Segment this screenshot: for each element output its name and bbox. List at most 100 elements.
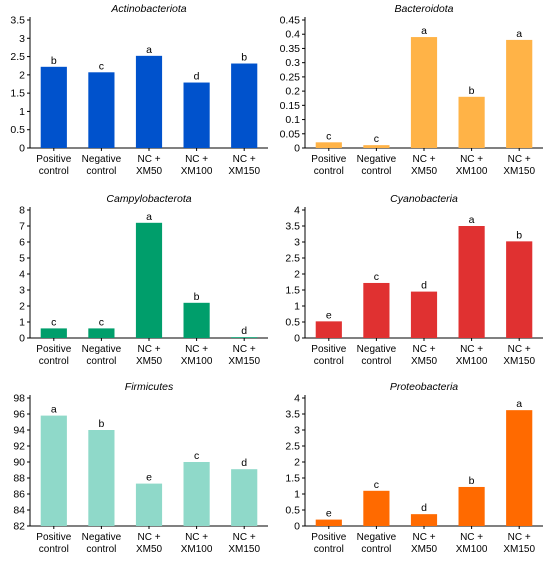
- y-tick-label: 4: [19, 269, 25, 281]
- bar-nc-xm100: [183, 462, 210, 526]
- y-tick-label: 92: [13, 441, 25, 453]
- x-tick-label: Negative: [357, 344, 397, 355]
- bar-nc-xm150: [506, 241, 533, 338]
- y-tick-label: 5: [19, 253, 25, 265]
- x-tick-label: XM150: [228, 166, 260, 177]
- x-tick-label: NC +: [233, 532, 256, 543]
- x-tick-label: XM50: [136, 544, 163, 555]
- significance-letter: c: [194, 450, 199, 462]
- significance-letter: e: [146, 472, 152, 484]
- significance-letter: d: [421, 280, 427, 292]
- bar-nc-xm50: [410, 514, 438, 526]
- bar-negative-control: [363, 145, 390, 148]
- x-tick-label: XM100: [181, 166, 213, 177]
- x-tick-label: control: [361, 544, 391, 555]
- significance-letter: c: [99, 60, 104, 72]
- y-tick-label: 0.25: [280, 71, 301, 83]
- x-tick-label: Negative: [82, 532, 122, 543]
- y-tick-label: 2.5: [10, 51, 25, 63]
- y-tick-label: 96: [13, 409, 25, 421]
- bar-negative-control: [363, 490, 390, 526]
- x-tick-label: Positive: [311, 154, 346, 165]
- x-tick-label: XM100: [456, 544, 488, 555]
- y-tick-label: 0: [294, 521, 300, 533]
- y-tick-label: 0.35: [280, 43, 301, 55]
- chart-panel-cyanobacteria: Cyanobacteria 0 0.5 1 1.5 2 2.5 3 3.5 4 e Positive c…: [275, 190, 550, 377]
- bar-nc-xm100: [183, 302, 210, 338]
- significance-letter: a: [516, 28, 522, 40]
- x-tick-label: control: [314, 544, 344, 555]
- y-tick-label: 0.15: [280, 100, 301, 112]
- x-tick-label: XM150: [503, 544, 535, 555]
- x-tick-label: NC +: [412, 154, 435, 165]
- x-tick-label: XM150: [503, 166, 535, 177]
- y-tick-label: 1: [294, 489, 300, 501]
- significance-letter: b: [516, 229, 522, 241]
- x-tick-label: NC +: [185, 344, 208, 355]
- x-tick-label: NC +: [460, 344, 483, 355]
- x-tick-label: NC +: [233, 154, 256, 165]
- x-tick-label: NC +: [508, 344, 531, 355]
- chart-title: Cyanobacteria: [390, 193, 458, 205]
- significance-letter: a: [146, 211, 152, 223]
- y-tick-label: 0.1: [285, 114, 300, 126]
- significance-letter: b: [51, 55, 57, 67]
- x-tick-label: control: [314, 356, 344, 367]
- x-tick-label: NC +: [185, 532, 208, 543]
- bar-positive-control: [40, 66, 67, 148]
- y-tick-label: 2: [19, 69, 25, 81]
- significance-letter: a: [51, 404, 57, 416]
- chart-panel-actinobacteriota: Actinobacteriota 0 0.5 1 1.5 2 2.5 3 3.5 b Positiv…: [0, 0, 275, 187]
- x-tick-label: Negative: [82, 344, 122, 355]
- bar-nc-xm150: [231, 337, 258, 338]
- y-tick-label: 6: [19, 237, 25, 249]
- chart-svg-actinobacteriota: Actinobacteriota 0 0.5 1 1.5 2 2.5 3 3.5 b Positiv…: [10, 3, 268, 177]
- y-tick-label: 0.2: [285, 86, 300, 98]
- bar-nc-xm150: [506, 39, 533, 148]
- bar-nc-xm150: [231, 63, 258, 148]
- y-tick-label: 3: [19, 33, 25, 45]
- x-tick-label: XM50: [411, 356, 438, 367]
- bar-nc-xm100: [458, 486, 485, 526]
- y-tick-label: 2: [294, 457, 300, 469]
- chart-svg-cyanobacteria: Cyanobacteria00.511.522.533.54ePositivec…: [285, 193, 543, 367]
- x-tick-label: XM100: [181, 544, 213, 555]
- chart-svg-firmicutes: Firmicutes828486889092949698aPositivecon…: [13, 381, 268, 555]
- bar-negative-control: [88, 328, 115, 338]
- bar-nc-xm50: [135, 222, 163, 338]
- y-tick-label: 0.45: [280, 15, 301, 27]
- x-tick-label: NC +: [137, 532, 160, 543]
- y-tick-label: 0.5: [10, 124, 25, 136]
- y-tick-label: 4: [294, 205, 300, 217]
- y-tick-label: 2.5: [285, 253, 300, 265]
- y-tick-label: 0.05: [280, 128, 301, 140]
- y-tick-label: 90: [13, 457, 25, 469]
- y-tick-label: 94: [13, 425, 25, 437]
- bar-nc-xm100: [458, 96, 485, 148]
- y-tick-label: 3.5: [285, 221, 300, 233]
- chart-title: Actinobacteriota: [110, 3, 186, 15]
- x-tick-label: NC +: [460, 532, 483, 543]
- y-tick-label: 1.5: [10, 88, 25, 100]
- x-tick-label: Negative: [357, 154, 397, 165]
- significance-letter: d: [241, 457, 247, 469]
- x-tick-label: XM100: [456, 166, 488, 177]
- bar-nc-xm100: [183, 82, 210, 148]
- x-tick-label: NC +: [137, 154, 160, 165]
- x-tick-label: Positive: [36, 154, 71, 165]
- y-tick-label: 0: [19, 143, 25, 155]
- y-tick-label: 8: [19, 205, 25, 217]
- y-tick-label: 88: [13, 473, 25, 485]
- x-tick-label: control: [361, 356, 391, 367]
- y-tick-label: 3: [19, 285, 25, 297]
- x-tick-label: NC +: [508, 154, 531, 165]
- significance-letter: e: [326, 309, 332, 321]
- significance-letter: b: [98, 418, 104, 430]
- bar-nc-xm50: [410, 37, 438, 148]
- significance-letter: d: [241, 325, 247, 337]
- bar-positive-control: [315, 321, 342, 338]
- bar-nc-xm50: [135, 483, 163, 526]
- y-tick-label: 2: [294, 269, 300, 281]
- x-tick-label: Positive: [311, 532, 346, 543]
